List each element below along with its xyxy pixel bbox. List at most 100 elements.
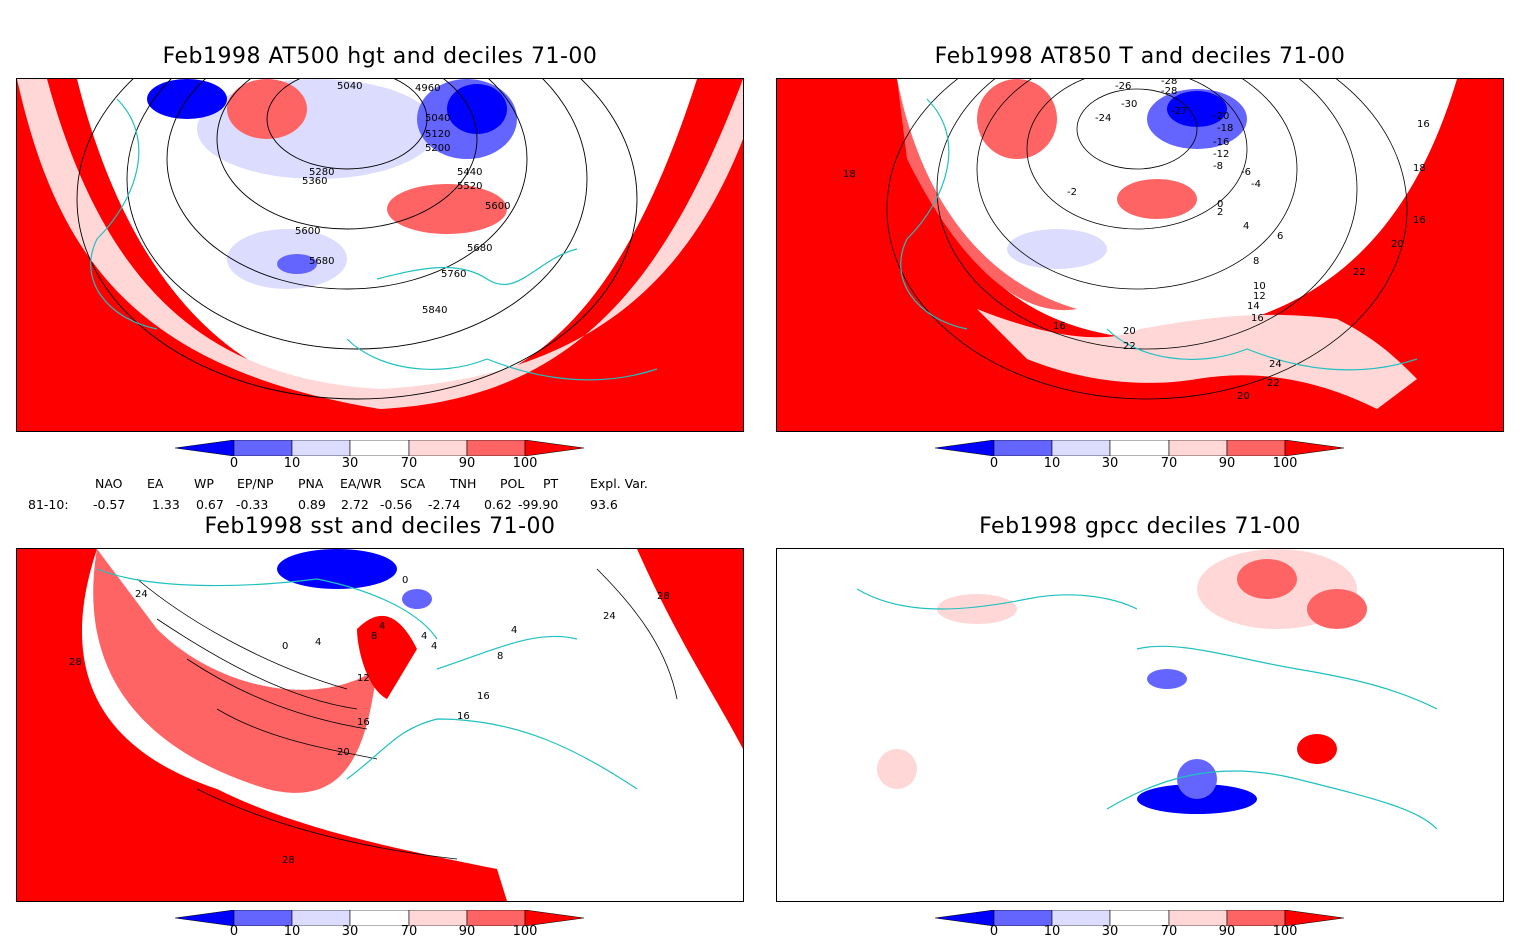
colorbar-sst: 0 10 30 70 90 100 — [174, 909, 585, 940]
contour-label: -8 — [1213, 161, 1223, 172]
contour-label: 0 — [282, 641, 288, 652]
map-t850-graphics: -26 -28 -30 -28 -24 -27 -20 -18 -16 -12 … — [777, 79, 1503, 431]
contour-label: 5680 — [467, 243, 492, 254]
contour-label: 5840 — [422, 305, 447, 316]
map-gpcc — [776, 548, 1504, 902]
colorbar-tick-label: 70 — [400, 456, 418, 471]
contour-label: 5600 — [295, 226, 320, 237]
contour-label: 4 — [315, 637, 321, 648]
contour-label: -24 — [1095, 113, 1111, 124]
contour-label: 5440 — [457, 167, 482, 178]
contour-label: -16 — [1213, 137, 1229, 148]
contour-label: 4 — [1243, 221, 1249, 232]
index-header: WP — [194, 476, 214, 491]
contour-label: 16 — [357, 717, 370, 728]
colorbar-t850: 0 10 30 70 90 100 — [934, 439, 1345, 476]
colorbar-tick-label: 90 — [1218, 456, 1236, 471]
contour-label: -26 — [1115, 81, 1131, 92]
colorbar-tick-label: 0 — [989, 924, 999, 939]
contour-label: 28 — [282, 855, 295, 866]
index-header: Expl. Var. — [590, 476, 648, 491]
contour-label: 8 — [497, 651, 503, 662]
colorbar-tick-label: 100 — [1272, 924, 1298, 939]
colorbar-tick-label: 90 — [1218, 924, 1236, 939]
contour-label: 5520 — [457, 181, 482, 192]
contour-label: -20 — [1213, 111, 1229, 122]
map-gpcc-graphics — [777, 549, 1503, 901]
contour-label: 18 — [1413, 163, 1426, 174]
contour-label: 0 — [1217, 199, 1223, 210]
contour-label: 4 — [379, 621, 385, 632]
contour-label: 4 — [421, 631, 427, 642]
contour-label: 22 — [1123, 341, 1136, 352]
index-value: -2.74 — [428, 497, 461, 512]
colorbar-gpcc-graphics — [934, 909, 1345, 927]
index-value: 2.72 — [341, 497, 369, 512]
contour-label: 8 — [371, 631, 377, 642]
contour-label: 12 — [357, 673, 370, 684]
contour-label: 5600 — [485, 201, 510, 212]
index-value: 0.89 — [298, 497, 326, 512]
colorbar-gpcc: 0 10 30 70 90 100 — [934, 909, 1345, 940]
map-sst: 24 28 0 0 4 8 4 4 4 4 8 12 16 16 16 20 2… — [16, 548, 744, 902]
panel-title-gpcc: Feb1998 gpcc deciles 71-00 — [979, 514, 1301, 539]
map-sst-graphics: 24 28 0 0 4 8 4 4 4 4 8 12 16 16 16 20 2… — [17, 549, 743, 901]
contour-label: 4960 — [415, 83, 440, 94]
index-value: 1.33 — [152, 497, 180, 512]
contour-label: -30 — [1121, 99, 1137, 110]
index-header: EA/WR — [340, 476, 382, 491]
map-t850: -26 -28 -30 -28 -24 -27 -20 -18 -16 -12 … — [776, 78, 1504, 432]
contour-label: 24 — [603, 611, 616, 622]
map-hgt500: 5040 4960 5040 5120 5200 5280 5360 5440 … — [16, 78, 744, 432]
contour-label: 5680 — [309, 256, 334, 267]
colorbar-sst-graphics — [174, 909, 585, 927]
contour-label: 5120 — [425, 129, 450, 140]
contour-label: 16 — [1053, 321, 1066, 332]
panel-title-t850: Feb1998 AT850 T and deciles 71-00 — [934, 44, 1346, 69]
colorbar-tick-label: 30 — [341, 924, 359, 939]
index-value: -0.56 — [380, 497, 413, 512]
panel-title-hgt500: Feb1998 AT500 hgt and deciles 71-00 — [162, 44, 598, 69]
colorbar-tick-label: 70 — [1160, 456, 1178, 471]
contour-label: 24 — [135, 589, 148, 600]
contour-label: 16 — [477, 691, 490, 702]
contour-label: 18 — [843, 169, 856, 180]
map-t850-labels: -26 -28 -30 -28 -24 -27 -20 -18 -16 -12 … — [843, 79, 1430, 402]
colorbar-tick-label: 0 — [229, 456, 239, 471]
colorbar-tick-label: 30 — [341, 456, 359, 471]
contour-label: 0 — [402, 575, 408, 586]
contour-label: 6 — [1277, 231, 1283, 242]
colorbar-tick-label: 90 — [458, 924, 476, 939]
index-value: -99.90 — [518, 497, 559, 512]
colorbar-tick-label: 10 — [1043, 924, 1061, 939]
contour-label: 20 — [1123, 326, 1136, 337]
contour-label: 20 — [337, 747, 350, 758]
contour-label: 10 — [1253, 281, 1266, 292]
index-header: POL — [500, 476, 525, 491]
colorbar-tick-label: 0 — [989, 456, 999, 471]
index-header: SCA — [400, 476, 426, 491]
contour-label: 4 — [431, 641, 437, 652]
index-header: PNA — [298, 476, 324, 491]
colorbar-hgt500-graphics — [174, 439, 585, 457]
contour-label: 16 — [1251, 313, 1264, 324]
map-sst-labels: 24 28 0 0 4 8 4 4 4 4 8 12 16 16 16 20 2… — [69, 575, 670, 866]
contour-label: 12 — [1253, 291, 1266, 302]
colorbar-tick-label: 100 — [1272, 456, 1298, 471]
contour-label: 5280 — [309, 167, 334, 178]
index-header: TNH — [450, 476, 477, 491]
contour-label: -28 — [1161, 79, 1177, 87]
contour-label: 5760 — [441, 269, 466, 280]
contour-label: -27 — [1171, 106, 1187, 117]
colorbar-tick-label: 90 — [458, 456, 476, 471]
index-value: -0.57 — [93, 497, 126, 512]
contour-label: -2 — [1067, 187, 1077, 198]
contour-label: 24 — [1269, 359, 1282, 370]
index-value: 93.6 — [590, 497, 618, 512]
contour-label: 14 — [1247, 301, 1260, 312]
index-value: 0.62 — [484, 497, 512, 512]
contour-label: -6 — [1241, 167, 1251, 178]
contour-label: 28 — [657, 591, 670, 602]
map-hgt500-labels: 5040 4960 5040 5120 5200 5280 5360 5440 … — [295, 81, 510, 316]
colorbar-tick-label: 10 — [283, 924, 301, 939]
